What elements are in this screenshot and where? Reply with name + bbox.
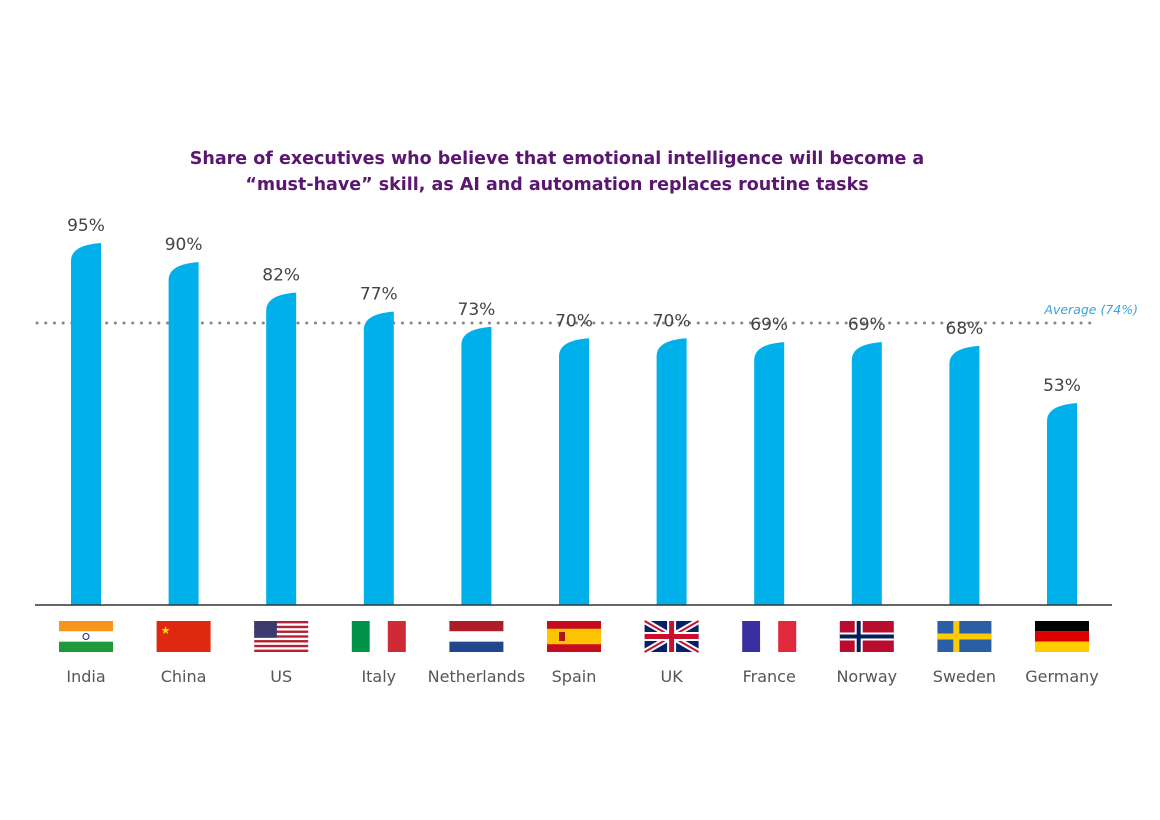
category-label-us: US [270, 667, 292, 686]
value-label-spain: 70% [555, 311, 593, 331]
bar-france [754, 342, 785, 605]
category-label-italy: Italy [361, 667, 396, 686]
category-label-china: China [161, 667, 207, 686]
flag-germany-icon [1035, 621, 1089, 652]
chart-title-line-2: “must-have” skill, as AI and automation … [245, 175, 869, 195]
flag-us-icon [254, 621, 309, 652]
bar-india [71, 243, 101, 606]
average-label: Average (74%) [1043, 302, 1138, 317]
value-label-uk: 70% [653, 311, 691, 331]
flag-india-icon [59, 621, 113, 652]
category-label-france: France [743, 667, 796, 686]
category-label-india: India [66, 667, 105, 686]
bar-us [266, 292, 297, 605]
bar-netherlands [461, 326, 492, 605]
chart-title-line-1: Share of executives who believe that emo… [189, 149, 925, 169]
value-label-norway: 69% [848, 315, 886, 335]
category-label-netherlands: Netherlands [428, 667, 526, 686]
value-label-france: 69% [750, 315, 788, 335]
value-label-china: 90% [165, 235, 203, 255]
value-label-india: 95% [67, 216, 105, 236]
value-label-sweden: 68% [946, 319, 984, 339]
chart-title: Share of executives who believe that emo… [0, 146, 1114, 198]
category-label-uk: UK [660, 667, 683, 686]
flag-france-icon [742, 621, 797, 652]
category-label-norway: Norway [836, 667, 897, 686]
value-label-us: 82% [262, 266, 300, 286]
bar-uk [656, 338, 687, 605]
flag-china-icon: ★ [156, 621, 211, 652]
bar-sweden [949, 345, 980, 605]
bar-norway [851, 342, 882, 605]
category-label-spain: Spain [552, 667, 597, 686]
svg-text:★: ★ [161, 624, 171, 637]
bar-china [168, 262, 199, 605]
value-label-italy: 77% [360, 285, 398, 305]
category-label-germany: Germany [1025, 667, 1099, 686]
value-label-germany: 53% [1043, 376, 1081, 396]
flag-italy-icon [351, 621, 406, 652]
category-label-sweden: Sweden [933, 667, 996, 686]
bar-spain [559, 338, 589, 605]
flag-norway-icon [839, 621, 894, 652]
bar-germany [1047, 403, 1077, 605]
flag-uk-icon [643, 618, 701, 655]
bar-italy [363, 311, 394, 605]
flag-sweden-icon [937, 621, 992, 652]
flag-netherlands-icon [449, 621, 504, 652]
flag-spain-icon [547, 621, 601, 652]
value-label-netherlands: 73% [458, 300, 496, 320]
